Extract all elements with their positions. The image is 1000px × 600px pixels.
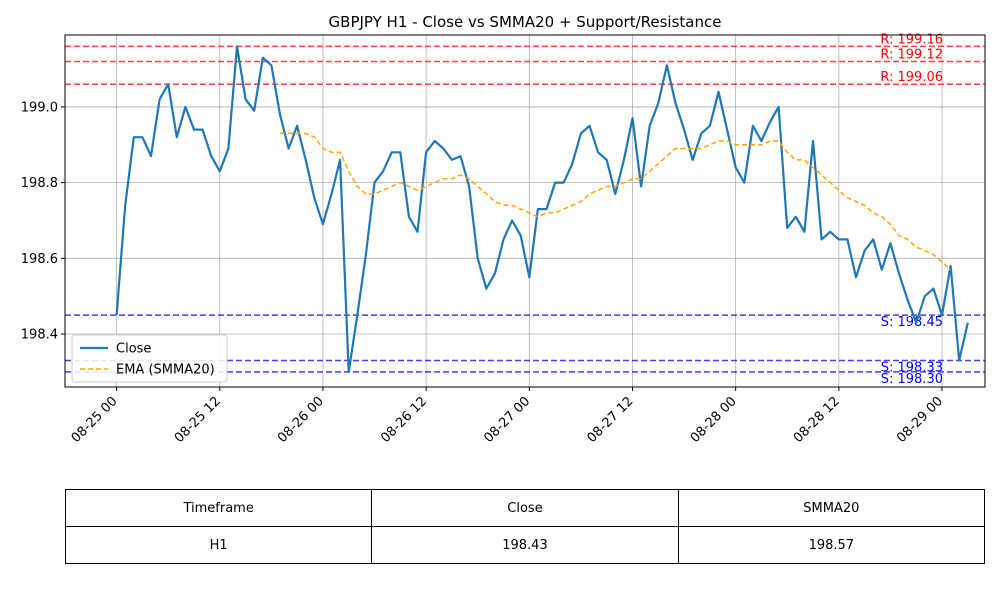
x-tick-label: 08-28 00 — [688, 394, 740, 446]
table-header-row: Timeframe Close SMMA20 — [64, 489, 986, 527]
table-cell-timeframe: H1 — [64, 526, 373, 564]
summary-table-wrap: Timeframe Close SMMA20 H1 198.43 198.57 — [64, 489, 986, 564]
legend-box — [71, 334, 228, 383]
y-tick-label: 199.0 — [21, 100, 58, 115]
table-cell-close: 198.43 — [371, 526, 679, 564]
chart-title: GBPJPY H1 - Close vs SMMA20 + Support/Re… — [329, 13, 722, 31]
summary-table: Timeframe Close SMMA20 H1 198.43 198.57 — [64, 489, 986, 564]
resistance-label: R: 199.06 — [880, 70, 943, 85]
grid — [65, 35, 985, 387]
resistance-label: R: 199.12 — [880, 47, 943, 62]
y-tick-label: 198.8 — [21, 176, 58, 191]
table-row: H1 198.43 198.57 — [64, 526, 986, 564]
table-cell-smma20: 198.57 — [677, 526, 986, 564]
x-tick-label: 08-26 00 — [275, 394, 327, 446]
chart: GBPJPY H1 - Close vs SMMA20 + Support/Re… — [21, 13, 986, 446]
close-series-line — [115, 45, 969, 373]
support-resistance-lines: R: 199.16R: 199.12 R: 199.06 S: 198.45 S: 1… — [65, 32, 985, 387]
x-tick-label: 08-25 12 — [172, 394, 224, 446]
resistance-label: R: 199.16 — [880, 32, 943, 47]
y-tick-label: 198.6 — [21, 252, 58, 267]
plot-frame — [64, 34, 986, 388]
x-tick-label: 08-26 12 — [378, 394, 430, 446]
support-label: S: 198.45 — [881, 315, 943, 330]
y-tick-label: 198.4 — [21, 328, 58, 343]
x-tick-label: 08-27 00 — [481, 394, 533, 446]
legend-close-label: Close — [116, 342, 151, 357]
axis-ticks: 08-25 00 08-25 12 08-26 00 08-26 12 08-27 00… — [21, 100, 946, 446]
table-header-smma20: SMMA20 — [677, 489, 986, 527]
legend: Close EMA (SMMA20) — [71, 334, 228, 383]
smma20-series-line — [280, 132, 952, 271]
x-tick-label: 08-28 12 — [791, 394, 843, 446]
support-label: S: 198.30 — [881, 372, 943, 387]
x-tick-label: 08-25 00 — [69, 394, 121, 446]
x-tick-label: 08-27 12 — [585, 394, 637, 446]
table-header-close: Close — [371, 489, 679, 527]
legend-smma-label: EMA (SMMA20) — [116, 363, 215, 378]
x-tick-label: 08-29 00 — [894, 394, 946, 446]
series-lines — [115, 45, 969, 373]
table-header-timeframe: Timeframe — [64, 489, 373, 527]
